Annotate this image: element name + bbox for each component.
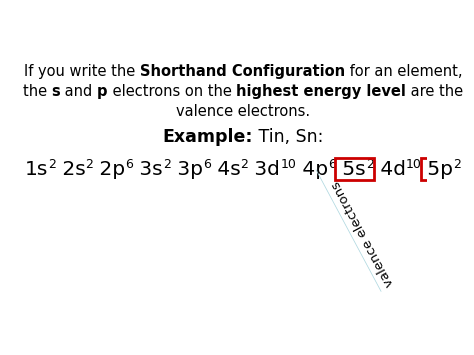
Bar: [421, 158, 462, 180]
Text: Shorthand Configuration: Shorthand Configuration: [139, 64, 345, 79]
Text: 4s: 4s: [211, 160, 240, 179]
Text: If you write the: If you write the: [24, 64, 139, 79]
Text: valence electrons: valence electrons: [330, 178, 397, 288]
Text: 4d: 4d: [374, 160, 406, 179]
Text: are the: are the: [406, 84, 463, 99]
Text: 6: 6: [126, 158, 133, 171]
Text: Tin, Sn:: Tin, Sn:: [253, 128, 323, 146]
Text: 2: 2: [366, 158, 374, 171]
Text: electrons on the: electrons on the: [108, 84, 236, 99]
Text: Example:: Example:: [163, 128, 253, 146]
Text: 2: 2: [48, 158, 56, 171]
Bar: [336, 158, 374, 180]
Text: 10: 10: [406, 158, 421, 171]
Text: 3s: 3s: [133, 160, 163, 179]
Text: 6: 6: [328, 158, 336, 171]
Text: 2s: 2s: [56, 160, 85, 179]
Text: 1s: 1s: [25, 160, 48, 179]
Text: 2: 2: [163, 158, 171, 171]
Text: 3d: 3d: [248, 160, 280, 179]
Text: 2: 2: [240, 158, 248, 171]
Text: and: and: [60, 84, 97, 99]
Text: the: the: [23, 84, 52, 99]
Text: 2p: 2p: [93, 160, 126, 179]
Text: 3p: 3p: [171, 160, 203, 179]
Text: 2: 2: [85, 158, 93, 171]
Text: 10: 10: [280, 158, 296, 171]
Text: s: s: [52, 84, 60, 99]
Text: highest energy level: highest energy level: [236, 84, 406, 99]
Text: valence electrons.: valence electrons.: [176, 104, 310, 119]
Text: for an element,: for an element,: [345, 64, 462, 79]
Text: 5s: 5s: [336, 160, 366, 179]
Text: 4p: 4p: [296, 160, 328, 179]
Text: 6: 6: [203, 158, 211, 171]
Text: 5p: 5p: [421, 160, 454, 179]
Text: p: p: [97, 84, 108, 99]
Text: 2: 2: [454, 158, 461, 171]
